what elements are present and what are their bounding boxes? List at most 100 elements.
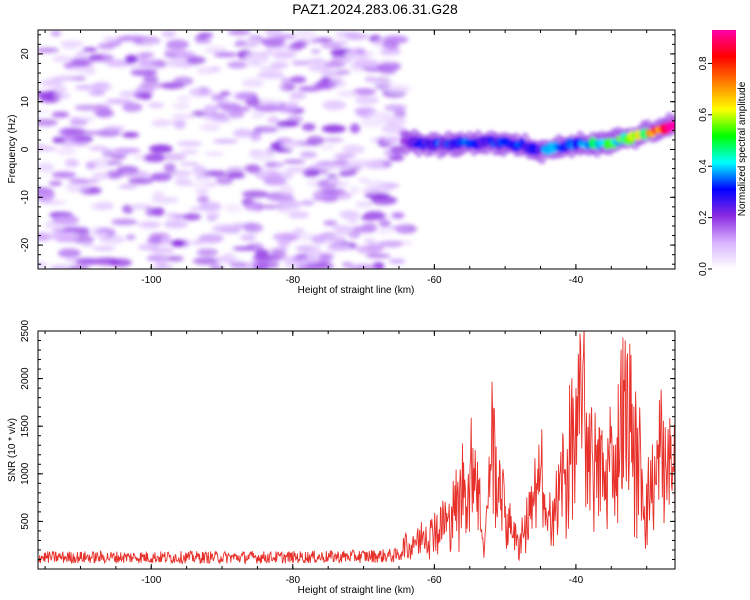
snr-frame bbox=[37, 330, 676, 570]
noise-blob bbox=[391, 212, 405, 219]
noise-blob bbox=[155, 257, 167, 267]
noise-blob bbox=[113, 147, 141, 154]
noise-blob bbox=[361, 222, 378, 233]
noise-blob bbox=[55, 237, 80, 243]
spectrogram-y-axis-label: Frequency (Hz) bbox=[7, 115, 18, 184]
noise-blob bbox=[318, 253, 332, 264]
noise-blob bbox=[347, 217, 359, 224]
noise-blob bbox=[103, 126, 125, 132]
noise-blob bbox=[301, 123, 316, 131]
noise-blob bbox=[365, 253, 391, 259]
noise-blob bbox=[88, 89, 106, 96]
noise-blob bbox=[245, 164, 262, 174]
noise-blob bbox=[52, 136, 67, 144]
noise-blob bbox=[299, 151, 318, 159]
noise-blob bbox=[142, 75, 159, 84]
noise-blob bbox=[300, 200, 315, 206]
noise-blob bbox=[176, 141, 203, 147]
noise-blob bbox=[152, 191, 165, 199]
noise-blob bbox=[344, 32, 370, 41]
noise-blob bbox=[54, 75, 79, 82]
snr-y-ticks: 500 1000 1500 2000 2500 bbox=[20, 319, 675, 570]
noise-blob bbox=[303, 249, 324, 258]
noise-blob bbox=[348, 166, 363, 171]
noise-blob bbox=[186, 56, 206, 65]
noise-blob bbox=[264, 161, 285, 169]
noise-blob bbox=[198, 233, 224, 244]
noise-blob bbox=[243, 222, 264, 233]
colorbar-tick-label: 0.0 bbox=[698, 262, 709, 276]
snr-panel: -100 -80 -60 -40 500 1000 1500 2000 2500 Height… bbox=[7, 319, 676, 596]
noise-blob bbox=[130, 203, 153, 210]
noise-blob bbox=[279, 185, 295, 196]
noise-blob bbox=[348, 231, 361, 239]
noise-blob bbox=[40, 200, 67, 206]
spectrogram-ridge bbox=[400, 111, 675, 165]
noise-blob bbox=[217, 102, 241, 108]
spectrogram-noise bbox=[38, 30, 417, 269]
x-tick-label: -60 bbox=[427, 275, 442, 286]
noise-blob bbox=[222, 252, 236, 261]
noise-blob bbox=[240, 234, 257, 242]
noise-blob bbox=[262, 49, 274, 56]
noise-blob bbox=[232, 91, 255, 101]
noise-blob bbox=[319, 144, 337, 150]
noise-blob bbox=[227, 111, 245, 119]
noise-blob bbox=[320, 69, 344, 78]
noise-blob bbox=[192, 165, 208, 176]
noise-blob bbox=[249, 151, 276, 161]
noise-blob bbox=[38, 47, 60, 53]
noise-blob bbox=[94, 109, 115, 118]
noise-blob bbox=[381, 123, 406, 134]
colorbar: 0.0 0.2 0.4 0.6 0.8 Normalized spectral ampl… bbox=[698, 30, 748, 276]
noise-blob bbox=[306, 135, 325, 146]
noise-blob bbox=[195, 188, 209, 195]
noise-blob bbox=[286, 115, 304, 123]
noise-blob bbox=[89, 202, 112, 211]
noise-blob bbox=[292, 228, 305, 234]
noise-blob bbox=[163, 162, 176, 173]
noise-blob bbox=[150, 172, 172, 182]
noise-blob bbox=[198, 32, 214, 39]
noise-blob bbox=[310, 49, 321, 54]
spectrogram-x-axis-label: Height of straight line (km) bbox=[298, 285, 415, 296]
noise-blob bbox=[379, 48, 402, 56]
noise-blob bbox=[268, 254, 281, 262]
noise-blob bbox=[203, 170, 228, 177]
snr-series-line bbox=[38, 331, 675, 565]
noise-blob bbox=[363, 210, 386, 221]
noise-blob bbox=[212, 139, 239, 144]
noise-blob bbox=[274, 33, 296, 40]
noise-blob bbox=[53, 92, 71, 100]
noise-blob bbox=[337, 90, 359, 98]
snr-line-path bbox=[38, 331, 675, 565]
noise-blob bbox=[51, 215, 80, 225]
colorbar-tick-label: 0.6 bbox=[698, 107, 709, 121]
noise-blob bbox=[268, 196, 296, 202]
noise-blob bbox=[277, 207, 290, 213]
noise-blob bbox=[87, 54, 104, 60]
noise-blob bbox=[280, 141, 299, 149]
noise-blob bbox=[204, 46, 228, 55]
noise-blob bbox=[377, 63, 397, 70]
noise-blob bbox=[232, 246, 256, 251]
noise-blob bbox=[182, 213, 202, 221]
noise-blob bbox=[301, 257, 323, 264]
noise-blob bbox=[293, 30, 317, 38]
noise-blob bbox=[345, 159, 374, 168]
noise-blob bbox=[210, 117, 232, 123]
noise-blob bbox=[50, 30, 62, 37]
noise-blob bbox=[180, 149, 199, 155]
noise-blob bbox=[171, 102, 191, 110]
noise-blob bbox=[199, 124, 221, 132]
noise-blob bbox=[74, 84, 95, 90]
noise-blob bbox=[384, 117, 408, 126]
noise-blob bbox=[55, 147, 77, 156]
noise-blob bbox=[381, 39, 399, 50]
noise-blob bbox=[277, 239, 290, 249]
noise-blob bbox=[71, 178, 100, 184]
colorbar-tick-label: 0.4 bbox=[698, 159, 709, 173]
noise-blob bbox=[290, 91, 307, 100]
noise-blob bbox=[65, 182, 90, 193]
